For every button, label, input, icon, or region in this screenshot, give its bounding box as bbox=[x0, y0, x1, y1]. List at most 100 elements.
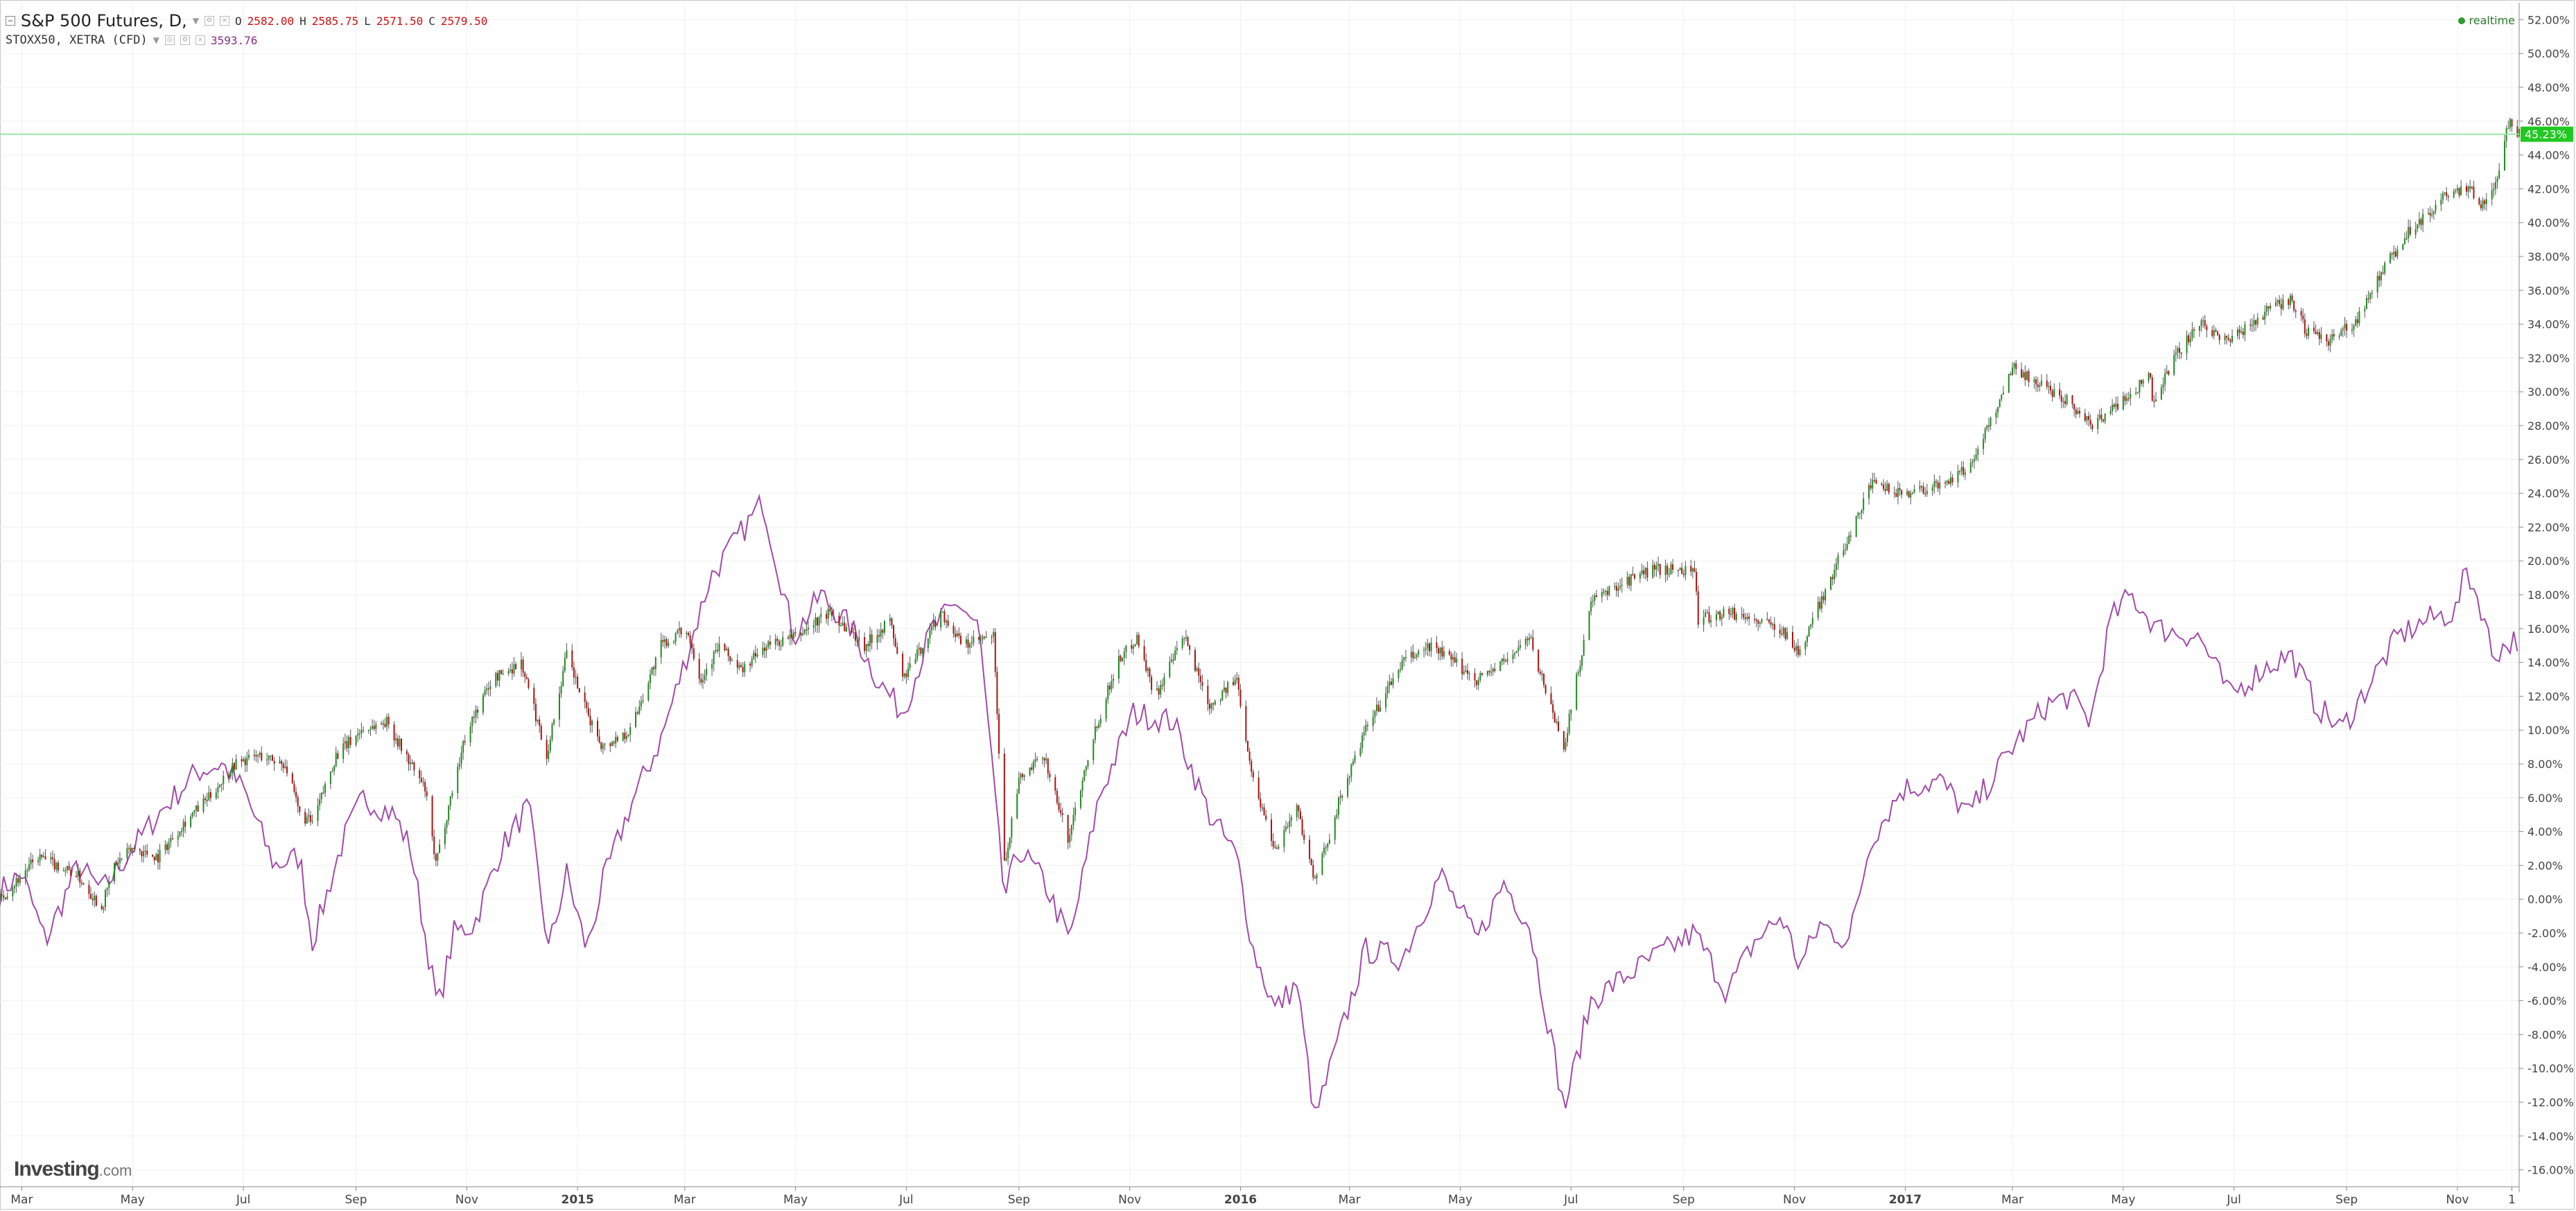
candle-body bbox=[2198, 326, 2200, 331]
candle-body bbox=[1181, 638, 1183, 648]
candle bbox=[1492, 667, 1494, 676]
y-tick-label: 16.00% bbox=[2527, 622, 2570, 636]
candle bbox=[1347, 774, 1349, 799]
candle bbox=[1755, 618, 1757, 627]
y-tick-label: -4.00% bbox=[2527, 961, 2567, 974]
candle-body bbox=[2494, 182, 2496, 189]
candle-body bbox=[1519, 645, 1521, 648]
candle bbox=[549, 735, 551, 753]
candle bbox=[202, 794, 204, 814]
candle-body bbox=[168, 842, 170, 851]
candle bbox=[1730, 607, 1732, 618]
candle-body bbox=[2302, 315, 2304, 320]
candle bbox=[184, 815, 186, 834]
candle-body bbox=[164, 844, 166, 851]
candle-body bbox=[907, 668, 910, 677]
candle-body bbox=[1245, 706, 1247, 742]
candle bbox=[114, 862, 116, 885]
collapse-legend-icon[interactable]: − bbox=[6, 16, 15, 26]
candle bbox=[1365, 719, 1367, 736]
eye-icon[interactable]: ◎ bbox=[164, 35, 175, 45]
candle bbox=[255, 750, 257, 763]
candle bbox=[1423, 646, 1425, 658]
candle-body bbox=[1201, 682, 1203, 686]
candle bbox=[2229, 338, 2231, 347]
candle-body bbox=[1743, 613, 1745, 618]
candle-body bbox=[622, 733, 624, 741]
candle-body bbox=[2320, 334, 2322, 340]
candle-body bbox=[2485, 199, 2487, 204]
settings-icon[interactable]: ⚙ bbox=[180, 35, 190, 45]
candle-body bbox=[367, 729, 369, 731]
candle-body bbox=[51, 857, 53, 860]
candle bbox=[24, 864, 26, 885]
settings-icon[interactable]: ⚙ bbox=[204, 16, 215, 26]
candle-body bbox=[1935, 481, 1937, 483]
chevron-down-icon[interactable]: ▼ bbox=[192, 16, 200, 26]
candle bbox=[458, 757, 460, 771]
candle-body bbox=[1501, 659, 1503, 662]
candle bbox=[1951, 473, 1953, 486]
candle bbox=[1060, 802, 1062, 817]
candle-body bbox=[1655, 566, 1657, 570]
candle bbox=[2435, 200, 2437, 215]
candle-body bbox=[1999, 399, 2001, 408]
candle-body bbox=[1948, 480, 1950, 485]
candle bbox=[39, 848, 41, 866]
candle bbox=[1646, 561, 1648, 582]
candle-body bbox=[687, 632, 689, 636]
candle bbox=[1748, 612, 1750, 626]
candle bbox=[1679, 567, 1681, 570]
candle bbox=[2405, 231, 2408, 241]
candle-body bbox=[2012, 367, 2014, 376]
candle-body bbox=[2516, 126, 2518, 137]
candle bbox=[2516, 119, 2518, 139]
candle bbox=[700, 673, 702, 686]
candle bbox=[103, 905, 105, 914]
candle-body bbox=[482, 695, 484, 713]
candle bbox=[372, 719, 374, 730]
candle bbox=[2308, 324, 2310, 340]
candle-body bbox=[2177, 348, 2179, 353]
candle bbox=[2215, 327, 2217, 333]
candle-body bbox=[602, 744, 604, 749]
candle-body bbox=[539, 720, 541, 726]
candle-body bbox=[2353, 325, 2355, 329]
candle-body bbox=[1145, 660, 1147, 671]
candle bbox=[397, 735, 399, 750]
candle-body bbox=[560, 686, 562, 694]
candle-body bbox=[37, 860, 40, 862]
candle bbox=[754, 645, 756, 663]
candle-body bbox=[333, 766, 336, 772]
candle bbox=[934, 616, 937, 631]
candle bbox=[1310, 857, 1312, 866]
close-icon[interactable]: × bbox=[220, 16, 230, 26]
candle-body bbox=[2333, 334, 2335, 337]
candle-body bbox=[1199, 675, 1201, 683]
candle-body bbox=[792, 632, 794, 638]
candle bbox=[28, 857, 30, 872]
candle bbox=[2136, 391, 2139, 394]
chevron-down-icon[interactable]: ▼ bbox=[153, 35, 159, 45]
candle bbox=[182, 818, 184, 838]
candle bbox=[2331, 329, 2333, 344]
candle bbox=[1494, 663, 1496, 673]
candle-body bbox=[2277, 299, 2279, 302]
candle bbox=[247, 749, 250, 760]
candle bbox=[1207, 679, 1209, 711]
candle-body bbox=[1963, 467, 1965, 475]
candle bbox=[864, 632, 866, 654]
candle-body bbox=[244, 759, 246, 765]
candle-body bbox=[1400, 669, 1402, 671]
candle-body bbox=[1375, 704, 1377, 711]
close-icon[interactable]: × bbox=[195, 35, 205, 45]
candle-body bbox=[202, 798, 204, 812]
candle bbox=[382, 720, 384, 730]
candle-body bbox=[1995, 412, 1997, 418]
low-value: 2571.50 bbox=[376, 14, 424, 28]
candle bbox=[273, 757, 275, 772]
candle bbox=[635, 706, 637, 729]
candle bbox=[2142, 378, 2144, 387]
candle bbox=[261, 746, 263, 763]
